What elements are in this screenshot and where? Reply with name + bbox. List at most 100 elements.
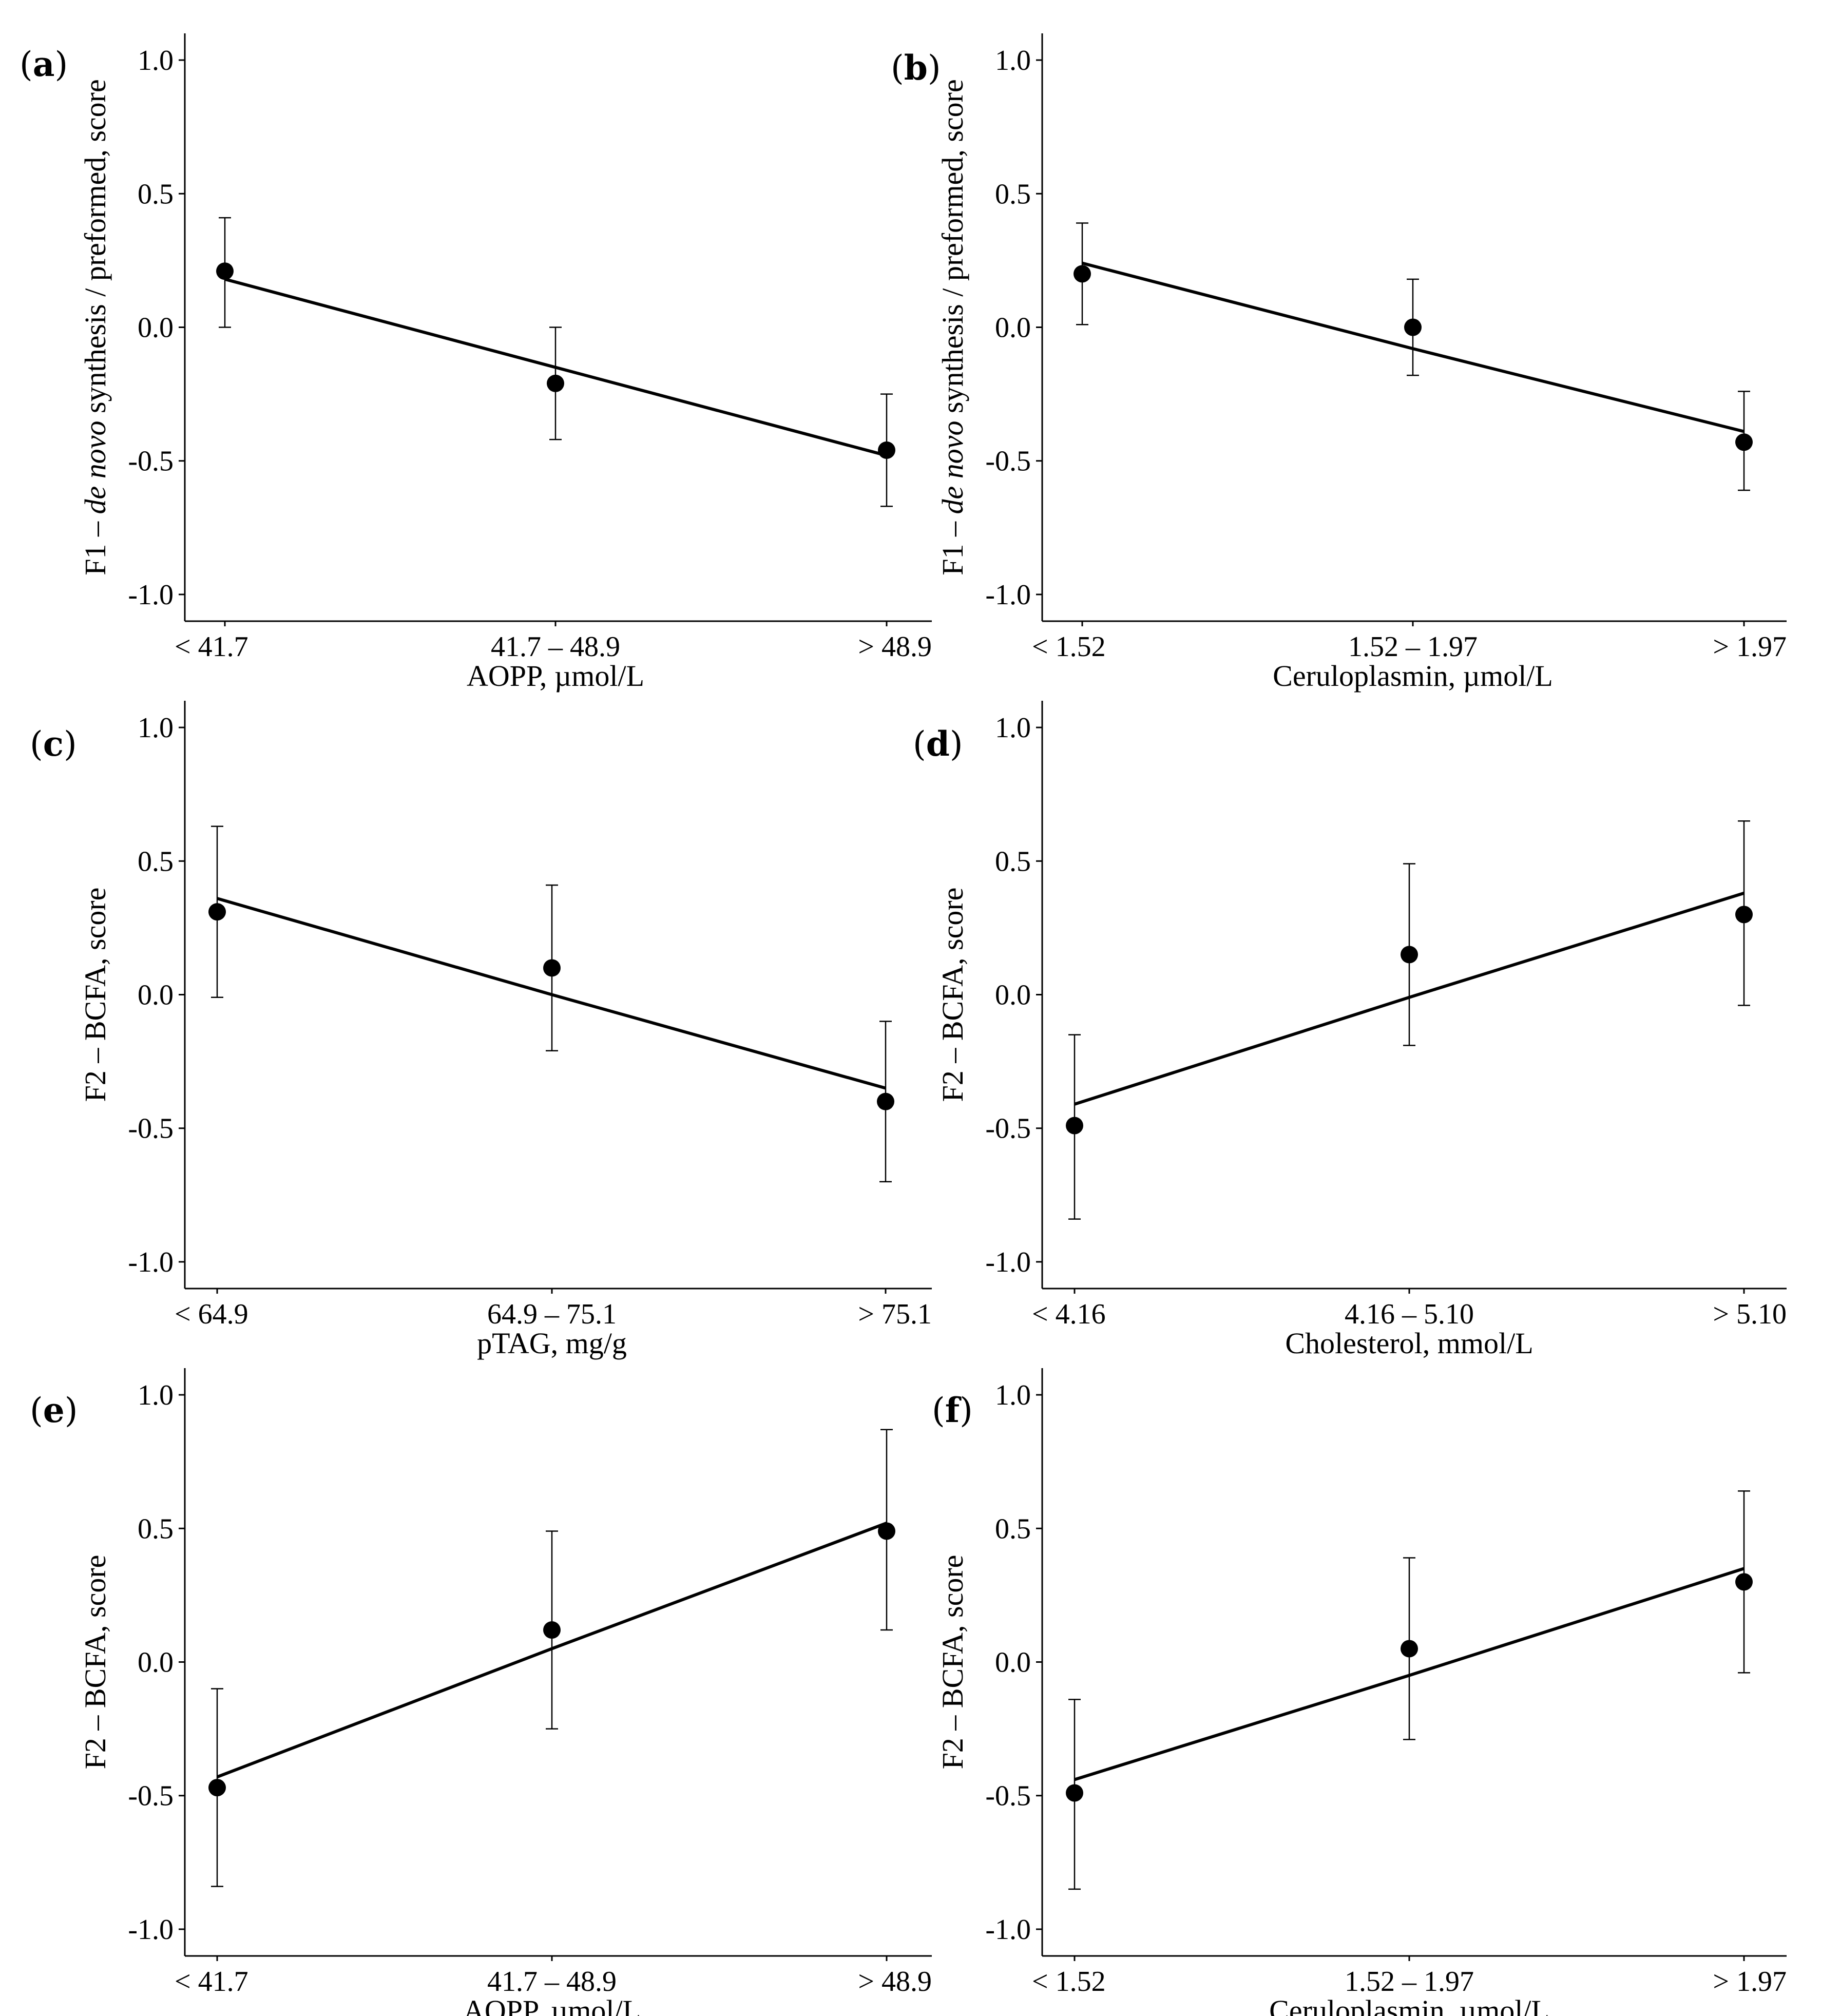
panel-c: (c)-1.0-0.50.00.51.0< 64.9 64.9 – 75.1 > 7… <box>30 701 932 1360</box>
data-point <box>1735 906 1753 924</box>
data-point <box>1074 265 1091 283</box>
x-axis-title: AOPP, µmol/L <box>467 659 644 693</box>
y-tick-label: -0.5 <box>985 446 1031 477</box>
panel-label: (f) <box>932 1390 973 1430</box>
panel-label-letter: d <box>926 724 950 764</box>
y-tick-label: -0.5 <box>985 1780 1031 1812</box>
panel-label-close: ) <box>65 1391 78 1430</box>
y-axis-title-part: F2 – BCFA, score <box>79 888 112 1102</box>
y-tick-label: -1.0 <box>985 1914 1031 1946</box>
y-axis-title-part: synthesis / preformed, score <box>79 79 112 420</box>
y-tick-label: -1.0 <box>128 1246 174 1278</box>
panel-label-open: ( <box>20 45 33 84</box>
y-axis-title-part: F2 – BCFA, score <box>936 888 969 1102</box>
y-tick-label: 0.0 <box>995 312 1031 344</box>
y-tick-label: -0.5 <box>985 1113 1031 1145</box>
x-tick-label: < 4.16 <box>1032 1298 1106 1330</box>
x-tick-label: > 48.9 <box>858 1966 932 1998</box>
x-tick-label: < 1.52 <box>1032 1966 1106 1998</box>
y-axis-title-part: de novo <box>79 420 112 514</box>
x-tick-label: > 1.97 <box>1713 631 1787 663</box>
panel-label-close: ) <box>960 1391 973 1430</box>
y-tick-label: -1.0 <box>128 1914 174 1946</box>
data-point <box>878 1522 895 1540</box>
y-tick-label: -0.5 <box>128 446 174 477</box>
panel-label: (d) <box>913 724 963 764</box>
fit-line <box>216 1522 888 1779</box>
x-axis-title: pTAG, mg/g <box>477 1327 627 1360</box>
panel-label-letter: c <box>43 724 64 764</box>
x-tick-label: 41.7 – 48.9 <box>491 631 620 663</box>
x-tick-label: 1.52 – 1.97 <box>1348 631 1478 663</box>
x-tick-label: > 5.10 <box>1713 1298 1787 1330</box>
y-tick-label: 0.5 <box>995 178 1031 210</box>
data-point <box>1066 1784 1083 1802</box>
data-point <box>1401 1640 1418 1658</box>
x-tick-label: < 41.7 <box>175 631 248 663</box>
x-tick-label: > 48.9 <box>858 631 932 663</box>
data-point <box>1404 318 1422 336</box>
y-tick-label: 0.0 <box>995 1647 1031 1679</box>
data-point <box>878 441 895 459</box>
y-tick-label: 1.0 <box>995 45 1031 76</box>
y-axis-title-part: F2 – BCFA, score <box>936 1555 969 1770</box>
y-axis-title-part: de novo <box>936 420 969 514</box>
data-point <box>877 1092 894 1110</box>
panel-label-open: ( <box>891 48 904 88</box>
x-tick-label: 1.52 – 1.97 <box>1345 1966 1474 1998</box>
y-tick-label: 0.0 <box>138 1647 174 1679</box>
y-tick-label: 1.0 <box>138 712 174 744</box>
y-axis-title-part: F1 – <box>936 514 969 575</box>
data-point <box>543 1621 561 1639</box>
x-axis-title: Ceruloplasmin, µmol/L <box>1269 1994 1549 2016</box>
panel-label: (c) <box>30 724 77 764</box>
y-tick-label: -1.0 <box>985 579 1031 611</box>
panel-b: (b) -1.0 -0.5 0.0 0.5 1.0 < 1.52 1.52 – 1.97 > 1… <box>891 33 1787 693</box>
y-tick-label: 1.0 <box>138 1379 174 1411</box>
data-point <box>1401 946 1418 964</box>
fit-line <box>1074 1567 1745 1781</box>
x-axis-title: Cholesterol, mmol/L <box>1285 1327 1533 1360</box>
y-tick-label: 0.5 <box>995 846 1031 877</box>
data-point <box>547 374 564 392</box>
y-axis-title: F2 – BCFA, score <box>79 888 112 1102</box>
y-tick-label: -0.5 <box>128 1113 174 1145</box>
x-tick-label: < 64.9 <box>175 1298 248 1330</box>
panel-label-close: ) <box>928 48 941 88</box>
x-tick-label: 4.16 – 5.10 <box>1345 1298 1474 1330</box>
y-axis-title: F2 – BCFA, score <box>79 1555 112 1770</box>
data-point <box>208 1779 226 1797</box>
x-tick-label: 41.7 – 48.9 <box>487 1966 617 1998</box>
data-point <box>208 903 226 921</box>
panel-label-close: ) <box>950 724 963 764</box>
panel-label-close: ) <box>55 45 68 84</box>
panel-label-open: ( <box>30 724 43 764</box>
y-tick-label: -1.0 <box>985 1246 1031 1278</box>
panel-label: (b) <box>891 48 941 88</box>
panel-label: (e) <box>30 1390 78 1430</box>
y-tick-label: 0.5 <box>138 846 174 877</box>
y-tick-label: -1.0 <box>128 579 174 611</box>
y-tick-label: 0.0 <box>138 312 174 344</box>
x-tick-label: 64.9 – 75.1 <box>487 1298 617 1330</box>
y-tick-label: 1.0 <box>995 712 1031 744</box>
y-tick-label: 0.0 <box>995 980 1031 1011</box>
y-axis-title-part: F1 – <box>79 514 112 575</box>
y-axis-title-part: F2 – BCFA, score <box>79 1555 112 1770</box>
x-axis-title: AOPP, µmol/L <box>463 1994 641 2016</box>
panel-f: (f) -1.0 -0.5 0.0 0.5 1.0 < 1.52 1.52 – 1.97 > 1… <box>932 1368 1787 2016</box>
y-tick-label: 1.0 <box>995 1379 1031 1411</box>
panel-label-open: ( <box>30 1391 43 1430</box>
fit-line <box>217 897 886 1090</box>
panel-a: (a)-1.0-0.50.00.51.0< 41.7 41.7 – 48.9 > 4… <box>20 33 932 693</box>
panel-label-open: ( <box>932 1391 945 1430</box>
x-tick-label: < 1.52 <box>1032 631 1106 663</box>
x-tick-label: > 75.1 <box>858 1298 932 1330</box>
y-axis-title: F2 – BCFA, score <box>936 888 969 1102</box>
panel-label-letter: e <box>43 1390 65 1430</box>
fit-line <box>1074 891 1745 1106</box>
panel-d: (d) -1.0 -0.5 0.0 0.5 1.0 < 4.16 4.16 – 5.10 > 5… <box>913 701 1787 1360</box>
panel-label-letter: f <box>945 1390 962 1430</box>
panel-label-letter: a <box>33 44 55 84</box>
